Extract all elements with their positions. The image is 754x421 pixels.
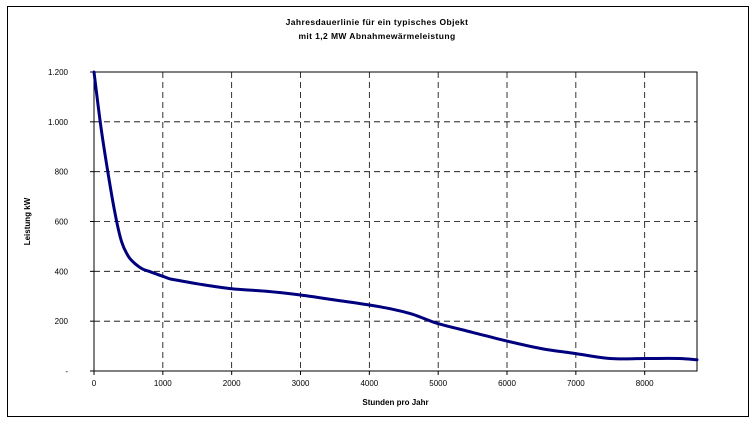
x-axis-ticks: 0 1000 2000 3000 4000 5000 6000 7000 8000 (92, 371, 654, 388)
y-tick-label: 1.200 (48, 68, 69, 77)
x-tick-label: 4000 (360, 379, 378, 388)
y-tick-label: - (65, 367, 68, 376)
y-tick-label: 1.000 (48, 118, 69, 127)
x-tick-label: 5000 (429, 379, 447, 388)
x-tick-label: 0 (92, 379, 97, 388)
chart-frame (7, 6, 749, 417)
x-axis-label: Stunden pro Jahr (362, 398, 428, 407)
x-tick-label: 2000 (223, 379, 241, 388)
y-tick-label: 200 (55, 317, 69, 326)
plot-area-border (93, 71, 698, 372)
y-tick-label: 600 (55, 218, 69, 227)
x-tick-label: 7000 (567, 379, 585, 388)
x-tick-label: 1000 (154, 379, 172, 388)
x-tick-label: 8000 (636, 379, 654, 388)
y-axis-label: Leistung kW (23, 197, 32, 245)
y-tick-label: 800 (55, 168, 69, 177)
chart-subtitle: mit 1,2 MW Abnahmewärmeleistung (298, 31, 456, 41)
y-tick-label: 400 (55, 267, 69, 276)
x-tick-label: 3000 (292, 379, 310, 388)
chart-title: Jahresdauerlinie für ein typisches Objek… (285, 17, 469, 27)
series-line (92, 70, 699, 362)
x-tick-label: 6000 (498, 379, 516, 388)
y-axis-ticks: - 200 400 600 800 1.000 1.200 (48, 68, 94, 376)
grid-lines (94, 72, 697, 371)
